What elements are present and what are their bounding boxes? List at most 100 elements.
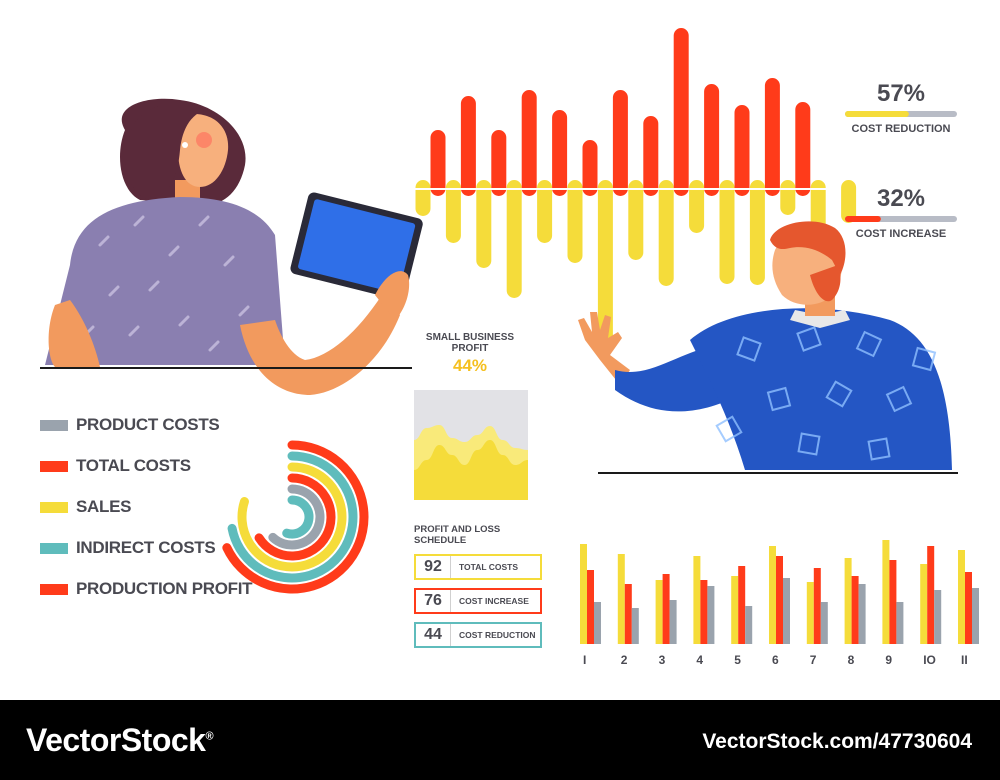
grouped-bar	[580, 544, 587, 644]
legend-label: PRODUCT COSTS	[76, 415, 220, 434]
diverging-bar-down	[628, 180, 644, 260]
legend-item: PRODUCT COSTS	[40, 415, 220, 435]
legend-label: PRODUCTION PROFIT	[76, 579, 253, 598]
grouped-bar	[662, 574, 670, 644]
diverging-bar-up	[552, 110, 568, 196]
category-tick-label: 7	[810, 653, 817, 667]
category-tick-label: II	[961, 653, 968, 667]
grouped-bar	[738, 566, 746, 644]
diverging-baseline	[414, 188, 830, 190]
legend-label: INDIRECT COSTS	[76, 538, 216, 557]
category-tick-label: 6	[772, 653, 779, 667]
pl-row-label: TOTAL COSTS	[459, 562, 519, 572]
pl-row-label: COST REDUCTION	[459, 630, 536, 640]
diverging-bar-down	[719, 180, 735, 284]
grouped-bar	[655, 580, 663, 644]
diverging-bar-down	[567, 180, 583, 263]
grouped-bar	[745, 606, 753, 644]
pl-row: 44 COST REDUCTION	[414, 622, 542, 648]
grouped-bar	[851, 576, 859, 644]
grouped-bar	[700, 580, 708, 644]
cost-increase-label: COST INCREASE	[855, 228, 947, 240]
diverging-bar-up	[491, 130, 507, 196]
grouped-bar	[594, 602, 601, 644]
category-tick-label: 9	[885, 653, 892, 667]
footer-brand: VectorStock®	[26, 722, 214, 759]
grouped-bar	[820, 602, 828, 644]
grouped-bar	[624, 584, 632, 644]
footer-registered-mark: ®	[205, 730, 214, 743]
diverging-bar-down	[841, 180, 857, 223]
pl-schedule-title: PROFIT AND LOSS SCHEDULE	[414, 524, 501, 546]
arc-ring	[237, 462, 347, 572]
grouped-bar	[965, 572, 972, 644]
diverging-bar-chart	[414, 28, 857, 348]
grouped-bar	[920, 564, 928, 644]
diverging-bar-up	[764, 78, 780, 196]
arc-ring	[222, 440, 369, 594]
diverging-bar-up	[582, 140, 598, 196]
grouped-bar	[631, 608, 639, 644]
grouped-bar	[806, 582, 814, 644]
diverging-bar-up	[734, 105, 750, 196]
grouped-bar	[927, 546, 935, 644]
category-tick-label: 4	[696, 653, 703, 667]
grouped-bar	[858, 584, 866, 644]
diverging-bar-down	[658, 180, 674, 286]
diverging-bar-down	[689, 180, 705, 233]
grouped-bar	[617, 554, 625, 644]
grouped-bar	[896, 602, 904, 644]
grouped-bar	[934, 590, 942, 644]
footer: VectorStock® VectorStock.com/47730604	[0, 700, 1000, 780]
cost-reduction-bar	[845, 111, 957, 117]
category-tick-label: I	[583, 653, 586, 667]
concentric-arc-chart	[222, 440, 369, 594]
diverging-bar-down	[749, 180, 765, 285]
arc-ring	[282, 495, 314, 539]
legend-swatch	[40, 542, 68, 554]
man-presenting-illustration	[578, 221, 958, 474]
arc-ring	[268, 484, 325, 550]
cost-reduction-label: COST REDUCTION	[851, 123, 951, 135]
legend-label: SALES	[76, 497, 132, 516]
legend-swatch	[40, 460, 68, 472]
grouped-bar	[882, 540, 890, 644]
woman-with-tablet-illustration	[40, 98, 423, 395]
category-tick-label: IO	[923, 653, 936, 667]
pl-row-label: COST INCREASE	[459, 596, 529, 606]
legend-swatch	[40, 419, 68, 431]
cost-increase-bar	[845, 216, 957, 222]
pl-row-value: 76	[416, 590, 451, 612]
legend-swatch	[40, 501, 68, 513]
diverging-bar-up	[460, 96, 476, 196]
grouped-bar	[776, 556, 783, 644]
grouped-bar	[669, 600, 677, 644]
diverging-bar-up	[643, 116, 659, 196]
small-business-title-line1: SMALL BUSINESS	[425, 332, 515, 343]
category-tick-label: 3	[659, 653, 666, 667]
diverging-bar-up	[612, 90, 628, 196]
category-tick-label: 8	[848, 653, 855, 667]
legend-item: INDIRECT COSTS	[40, 538, 216, 558]
diverging-bar-down	[506, 180, 522, 298]
pl-row-value: 92	[416, 556, 451, 578]
legend-swatch	[40, 583, 68, 595]
legend-item: TOTAL COSTS	[40, 456, 191, 476]
diverging-bar-up	[521, 90, 537, 196]
grouped-bar	[844, 558, 852, 644]
category-tick-label: 2	[621, 653, 628, 667]
diverging-bar-up	[430, 130, 446, 196]
arc-ring	[227, 451, 358, 583]
diverging-bar-up	[673, 28, 689, 196]
cost-reduction-stat: 57% COST REDUCTION	[845, 80, 957, 135]
grouped-bar-chart: I 2 3 4 5 6 7 8 9 IO II	[580, 540, 979, 667]
arc-ring	[254, 473, 336, 561]
diverging-bar-down	[445, 180, 461, 243]
grouped-bar	[813, 568, 821, 644]
pl-row: 76 COST INCREASE	[414, 588, 542, 614]
legend-label: TOTAL COSTS	[76, 456, 191, 475]
grouped-bar	[707, 586, 715, 644]
small-business-title-line2: PROFIT	[451, 343, 489, 354]
small-business-value: 44%	[452, 356, 488, 375]
cost-increase-value: 32%	[876, 185, 926, 212]
